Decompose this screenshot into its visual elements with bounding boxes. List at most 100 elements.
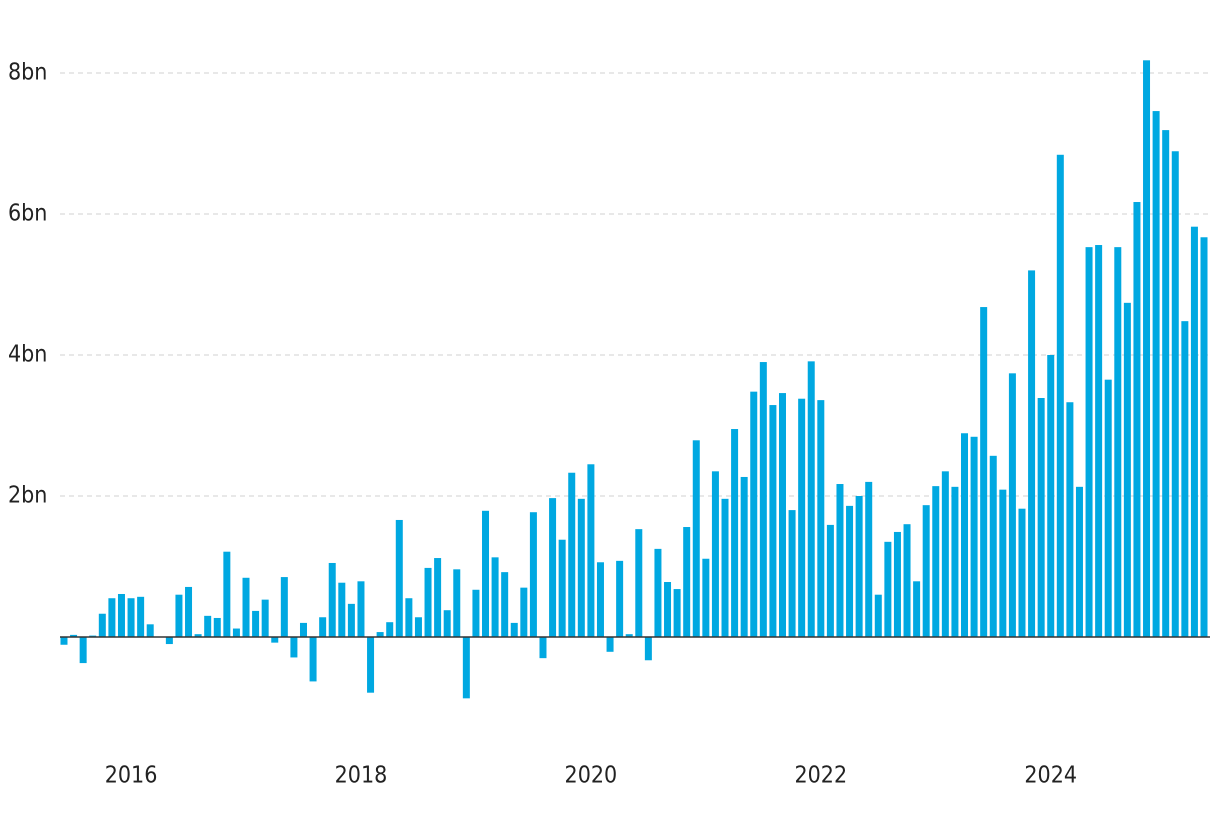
bar (185, 586, 193, 637)
bar (1114, 247, 1122, 637)
bar (817, 400, 825, 637)
bar (855, 496, 863, 637)
bar (338, 582, 346, 637)
bar (1171, 151, 1179, 637)
bar (539, 637, 547, 659)
bar (721, 498, 729, 637)
bar (98, 613, 106, 637)
bar (347, 603, 355, 637)
bar (654, 548, 662, 637)
bar (319, 617, 327, 637)
bar (70, 634, 78, 637)
bar (683, 527, 691, 637)
bar (884, 541, 892, 637)
y-tick-label: 8bn (8, 60, 47, 86)
bar (79, 637, 87, 664)
bar (386, 622, 394, 637)
x-tick-label: 2024 (1024, 763, 1077, 789)
bar (328, 562, 336, 637)
bar (1181, 321, 1189, 637)
bar (127, 598, 135, 637)
bar (434, 558, 442, 637)
bar (1152, 111, 1160, 637)
bar (941, 471, 949, 637)
bar (587, 464, 595, 637)
bar (367, 637, 375, 693)
bar (1095, 245, 1103, 637)
bar (117, 593, 125, 637)
bar (213, 617, 221, 637)
bar (175, 594, 183, 637)
bar (376, 632, 384, 637)
bar (261, 599, 269, 637)
bar (1200, 237, 1208, 637)
bar (453, 569, 461, 637)
bar (664, 582, 672, 637)
bar (1104, 379, 1112, 637)
bar (961, 433, 969, 637)
y-tick-label: 2bn (8, 483, 47, 509)
bar (357, 581, 365, 637)
bar (194, 634, 202, 637)
bar (932, 486, 940, 637)
bar (1143, 60, 1151, 638)
bar (1085, 247, 1093, 637)
bar (836, 484, 844, 637)
bar (778, 393, 786, 637)
bar (549, 498, 557, 637)
bar (443, 610, 451, 637)
bar (577, 498, 585, 637)
bar (999, 489, 1007, 637)
bar (1028, 270, 1036, 637)
bar (60, 637, 68, 645)
bar (1056, 154, 1064, 637)
x-tick-label: 2022 (794, 763, 847, 789)
bar (865, 481, 873, 637)
bar (299, 622, 307, 637)
bar (137, 596, 145, 637)
bar (405, 598, 413, 637)
bar (414, 617, 422, 637)
bar (510, 622, 518, 637)
bar (759, 362, 767, 637)
bar (232, 628, 240, 637)
bar (1066, 402, 1074, 637)
bar (1133, 202, 1141, 637)
bar (146, 624, 154, 637)
bar (520, 587, 528, 637)
bar (893, 531, 901, 637)
bar (692, 440, 700, 637)
bar (165, 637, 173, 645)
bar (252, 610, 260, 637)
bar (644, 637, 652, 661)
bar (223, 551, 231, 637)
bar (1037, 398, 1045, 637)
bar (731, 429, 739, 637)
bar (711, 471, 719, 637)
x-tick-label: 2020 (565, 763, 618, 789)
bar (980, 307, 988, 637)
bar (635, 529, 643, 637)
x-tick-label: 2018 (335, 763, 388, 789)
bar (1008, 373, 1016, 637)
bar (280, 577, 288, 637)
bar (290, 637, 298, 658)
bar (596, 562, 604, 637)
bar (1190, 226, 1198, 637)
bar (568, 472, 576, 637)
bar (673, 589, 681, 637)
bar (1162, 130, 1170, 638)
bar (309, 637, 317, 682)
bar (970, 436, 978, 637)
bar (740, 476, 748, 637)
bar (271, 637, 279, 643)
bar (108, 598, 116, 637)
x-tick-label: 2016 (105, 763, 158, 789)
bar (472, 589, 480, 637)
bar (826, 524, 834, 637)
bar (1018, 508, 1026, 637)
bar (702, 558, 710, 637)
bar (951, 486, 959, 637)
